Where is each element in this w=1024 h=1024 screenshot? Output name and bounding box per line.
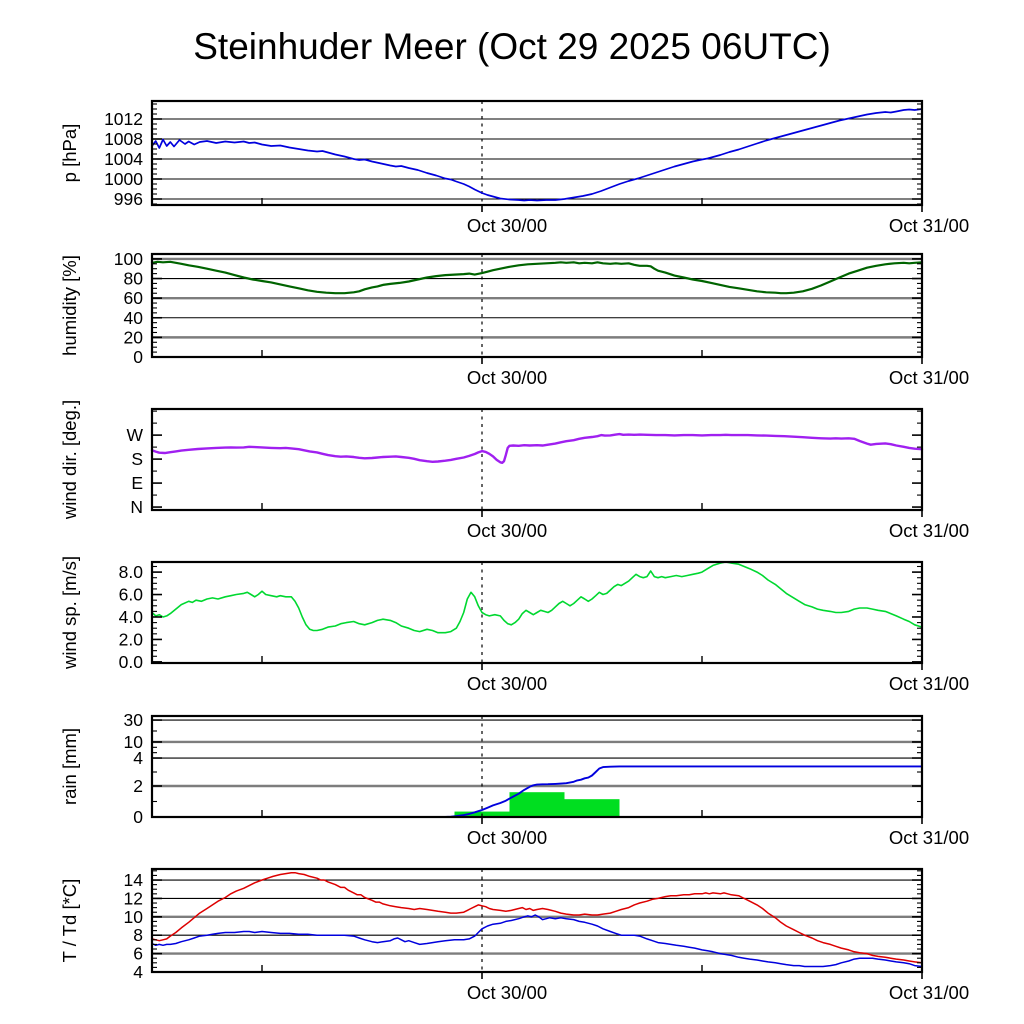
y-tick-label: 40 [124, 308, 144, 328]
series-wind_dir [150, 432, 924, 464]
y-tick-label: 996 [114, 189, 143, 209]
panel-frame [150, 252, 924, 359]
x-ticks: Oct 30/00 Oct 31/00 [261, 350, 969, 388]
series-temperature [151, 871, 923, 964]
y-tick-label: 1012 [104, 109, 143, 129]
y-tick-label: 12 [124, 888, 143, 908]
x-tick-label: Oct 31/00 [889, 215, 969, 236]
x-tick-label: Oct 30/00 [467, 367, 547, 388]
panel-frame [150, 560, 924, 665]
y-axis-title-humidity: humidity [%] [59, 255, 80, 356]
series-rain_accum [151, 765, 923, 818]
gridlines [152, 118, 922, 200]
y-axis-title-temperature: T / Td [*C] [59, 879, 80, 963]
y-tick-label: 0.0 [119, 652, 144, 672]
y-tick-label: W [126, 425, 143, 445]
panel-wind_speed: 0.0 2.04.06.0 8.0 Oct 30/00 Oct 31/00 wind sp… [59, 556, 969, 694]
series-pressure [151, 108, 923, 202]
series-wind_speed [151, 561, 923, 634]
y-tick-label: 4 [133, 748, 143, 768]
y-tick-label: 1004 [104, 149, 143, 169]
x-ticks: Oct 30/00 Oct 31/00 [261, 810, 969, 848]
y-tick-label: 6.0 [119, 585, 144, 605]
y-axis-title-pressure: p [hPa] [59, 124, 80, 183]
chart-title: Steinhuder Meer (Oct 29 2025 06UTC) [193, 26, 831, 67]
x-tick-label: Oct 30/00 [467, 215, 547, 236]
y-axis-title-wind_speed: wind sp. [m/s] [59, 556, 80, 670]
y-tick-label: 0 [133, 807, 143, 827]
y-axis-title-wind_dir: wind dir. [deg.] [59, 400, 80, 520]
y-tick-label: 60 [124, 288, 144, 308]
x-ticks: Oct 30/00 Oct 31/00 [261, 503, 969, 541]
series-dewpoint [151, 914, 923, 968]
y-tick-label: 2 [133, 776, 143, 796]
panel-frame [150, 99, 924, 207]
x-ticks: Oct 30/00 Oct 31/00 [261, 965, 969, 1003]
y-tick-label: 2.0 [119, 629, 144, 649]
x-tick-label: Oct 31/00 [889, 982, 969, 1003]
y-tick-label: 100 [114, 249, 143, 269]
x-tick-label: Oct 30/00 [467, 520, 547, 541]
y-tick-label: 6 [133, 944, 143, 964]
y-tick-label: 1000 [104, 169, 143, 189]
y-ticks: 0.0 2.04.06.0 8.0 [119, 562, 922, 672]
y-tick-label: N [130, 497, 143, 517]
gridlines [152, 879, 922, 955]
y-tick-label: 10 [124, 907, 144, 927]
gridlines [152, 719, 922, 788]
y-tick-label: S [131, 449, 143, 469]
y-tick-label: 10 [124, 732, 144, 752]
x-tick-label: Oct 31/00 [889, 673, 969, 694]
y-tick-label: 1008 [104, 129, 143, 149]
y-tick-label: 14 [124, 870, 144, 890]
x-tick-label: Oct 30/00 [467, 982, 547, 1003]
panel-frame [150, 867, 924, 974]
y-tick-label: 30 [124, 710, 144, 730]
x-tick-label: Oct 31/00 [889, 367, 969, 388]
y-tick-label: 20 [124, 327, 144, 347]
series-humidity [150, 260, 924, 295]
rain-bar [509, 792, 565, 817]
y-tick-label: 80 [124, 269, 144, 289]
x-ticks: Oct 30/00 Oct 31/00 [261, 656, 969, 694]
y-tick-label: 8 [133, 925, 143, 945]
y-tick-label: 0 [133, 347, 143, 367]
x-tick-label: Oct 31/00 [889, 520, 969, 541]
panel-frame [150, 714, 924, 819]
x-tick-label: Oct 30/00 [467, 673, 547, 694]
x-tick-label: Oct 30/00 [467, 827, 547, 848]
y-axis-title-rain: rain [mm] [59, 728, 80, 805]
y-tick-label: 4 [133, 962, 143, 982]
gridlines [152, 257, 922, 339]
x-tick-label: Oct 31/00 [889, 827, 969, 848]
y-tick-label: E [131, 473, 143, 493]
x-ticks: Oct 30/00 Oct 31/00 [261, 198, 969, 236]
y-tick-label: 8.0 [119, 562, 144, 582]
rain-bar [564, 799, 620, 817]
y-tick-label: 4.0 [119, 607, 144, 627]
